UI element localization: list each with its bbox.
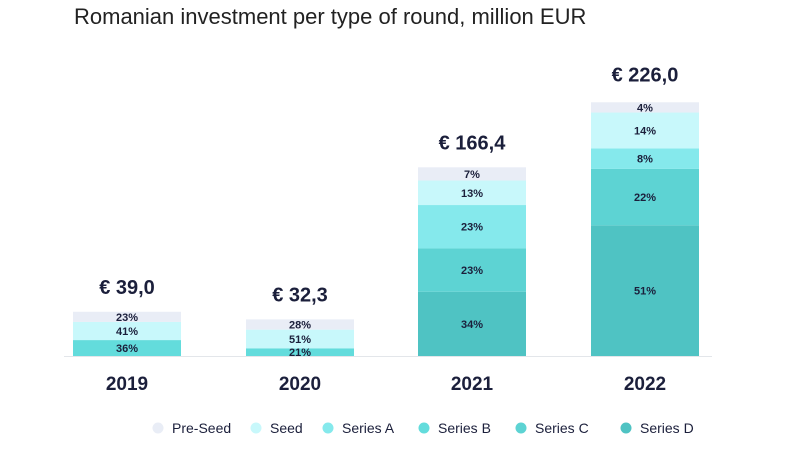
bar-segment-series-b-2019 xyxy=(73,340,181,356)
total-label-2021: € 166,4 xyxy=(439,132,507,154)
bar-segment-series-d-2021 xyxy=(418,291,526,356)
legend-swatch-series-d xyxy=(620,422,632,434)
segment-label-seed-2022: 14% xyxy=(634,125,656,137)
bar-segment-pre-seed-2022 xyxy=(591,102,699,113)
x-tick-label-2022: 2022 xyxy=(624,374,666,395)
bar-segment-series-c-2022 xyxy=(591,168,699,226)
legend-swatch-pre-seed xyxy=(152,422,164,434)
total-label-2020: € 32,3 xyxy=(272,284,328,306)
total-label-2022: € 226,0 xyxy=(612,65,679,87)
legend-label-series-b: Series B xyxy=(438,420,491,436)
bar-segment-series-a-2021 xyxy=(418,205,526,249)
total-label-2019: € 39,0 xyxy=(99,277,155,299)
segment-label-pre-seed-2019: 23% xyxy=(116,312,138,324)
bar-segment-pre-seed-2020 xyxy=(246,319,354,330)
legend-label-seed: Seed xyxy=(270,420,303,436)
bar-segment-seed-2019 xyxy=(73,321,181,341)
x-tick-label-2019: 2019 xyxy=(106,374,148,395)
chart-title: Romanian investment per type of round, m… xyxy=(74,4,587,29)
legend-label-series-c: Series C xyxy=(535,420,589,436)
segment-label-series-c-2021: 23% xyxy=(461,265,483,277)
bar-segment-series-d-2022 xyxy=(591,225,699,356)
bar-segment-series-a-2022 xyxy=(591,148,699,169)
segment-label-seed-2020: 51% xyxy=(289,334,311,346)
legend-swatch-seed xyxy=(250,422,262,434)
bar-segment-series-c-2021 xyxy=(418,248,526,292)
segment-label-seed-2021: 13% xyxy=(461,188,483,200)
segment-label-series-d-2021: 34% xyxy=(461,319,483,331)
segment-label-series-c-2022: 22% xyxy=(634,192,656,204)
segment-label-series-d-2022: 51% xyxy=(634,286,656,298)
x-tick-label-2020: 2020 xyxy=(279,374,321,395)
bar-segment-series-b-2020 xyxy=(246,348,354,356)
segment-label-series-b-2020: 21% xyxy=(289,347,311,359)
legend-swatch-series-b xyxy=(418,422,430,434)
bar-segment-pre-seed-2021 xyxy=(418,167,526,181)
legend-swatch-series-a xyxy=(322,422,334,434)
bar-segment-seed-2022 xyxy=(591,112,699,149)
segment-label-series-a-2022: 8% xyxy=(637,154,653,166)
segment-label-seed-2019: 41% xyxy=(116,326,138,338)
legend-label-series-a: Series A xyxy=(342,420,395,436)
legend-label-pre-seed: Pre-Seed xyxy=(172,420,231,436)
bar-segment-pre-seed-2019 xyxy=(73,311,181,322)
legend-label-series-d: Series D xyxy=(640,420,694,436)
segment-label-series-a-2021: 23% xyxy=(461,222,483,234)
bar-segment-seed-2021 xyxy=(418,180,526,206)
segment-label-pre-seed-2020: 28% xyxy=(289,319,311,331)
bar-segment-seed-2020 xyxy=(246,329,354,349)
legend-swatch-series-c xyxy=(515,422,527,434)
segment-label-pre-seed-2021: 7% xyxy=(464,169,480,181)
segment-label-series-b-2019: 36% xyxy=(116,343,138,355)
segment-label-pre-seed-2022: 4% xyxy=(637,102,653,114)
x-tick-label-2021: 2021 xyxy=(451,374,494,395)
